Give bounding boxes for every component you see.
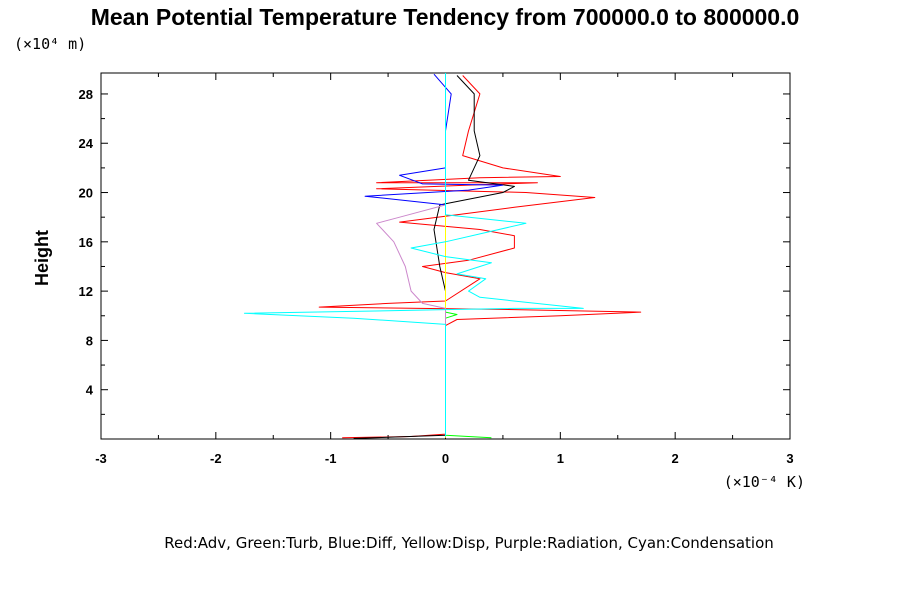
- y-tick-label: 20: [79, 186, 93, 201]
- y-tick-label: 4: [86, 383, 94, 398]
- series-line-2: [353, 75, 515, 439]
- x-tick-labels: -3 -2 -1 0 1 2 3: [95, 451, 793, 466]
- x-tick-label: -1: [325, 451, 337, 466]
- series-line-6: [376, 204, 446, 437]
- x-tick-label: -2: [210, 451, 222, 466]
- y-axis-units: (×10⁴ m): [14, 35, 86, 53]
- series-line-1: [318, 75, 642, 439]
- series-line-7: [244, 73, 584, 437]
- y-tick-label: 24: [79, 136, 94, 151]
- x-tick-label: 0: [442, 451, 449, 466]
- y-tick-label: 12: [79, 284, 93, 299]
- x-tick-label: 3: [786, 451, 793, 466]
- y-tick-label: 28: [79, 87, 93, 102]
- series-line-3: [364, 73, 504, 438]
- series-lines: [244, 73, 642, 439]
- y-axis-label: Height: [32, 230, 52, 286]
- x-axis-units: (×10⁻⁴ K): [724, 473, 805, 491]
- y-tick-label: 8: [86, 333, 93, 348]
- y-tick-labels: 4 8 12 16 20 24 28: [79, 87, 94, 398]
- x-tick-label: 2: [672, 451, 679, 466]
- legend: Red:Adv, Green:Turb, Blue:Diff, Yellow:D…: [164, 534, 774, 552]
- chart-title: Mean Potential Temperature Tendency from…: [91, 4, 800, 30]
- x-tick-label: -3: [95, 451, 107, 466]
- y-tick-label: 16: [79, 235, 93, 250]
- x-tick-label: 1: [557, 451, 564, 466]
